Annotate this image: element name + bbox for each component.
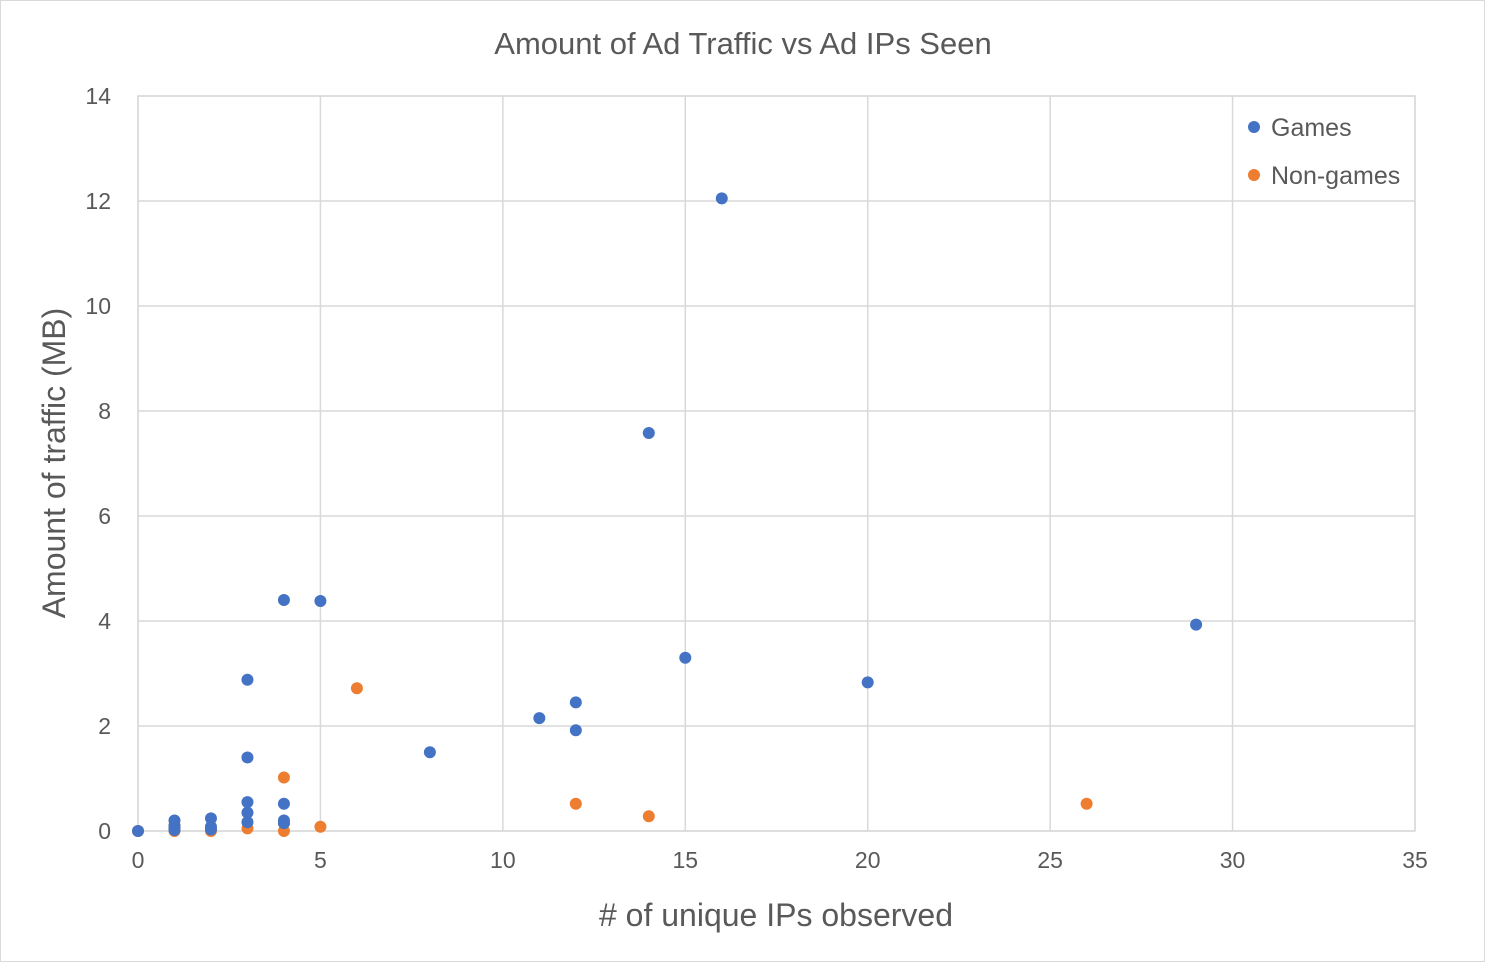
x-tick-label: 15 [672, 847, 698, 873]
chart-title: Amount of Ad Traffic vs Ad IPs Seen [494, 26, 991, 61]
y-tick-label: 2 [98, 713, 111, 739]
data-point [1080, 797, 1093, 810]
data-point [241, 796, 254, 809]
data-point [715, 192, 728, 205]
y-tick-label: 12 [85, 188, 111, 214]
series-games [132, 192, 1203, 837]
data-point [314, 820, 327, 833]
plot-area-border [137, 95, 1416, 832]
data-point [204, 823, 217, 836]
legend: Games Non-games [1248, 114, 1400, 190]
data-point [569, 797, 582, 810]
data-point [423, 746, 436, 759]
data-point [132, 825, 144, 837]
data-point [241, 673, 254, 686]
y-axis-title: Amount of traffic (MB) [36, 308, 72, 619]
data-point [277, 771, 290, 784]
series-non-games [132, 682, 1093, 837]
gridlines [137, 95, 1416, 832]
data-point [350, 682, 363, 695]
x-tick-label: 35 [1402, 847, 1428, 873]
data-point [277, 594, 290, 606]
y-tick-label: 10 [85, 293, 111, 319]
x-tick-label: 20 [855, 847, 881, 873]
y-tick-label: 8 [98, 398, 111, 424]
data-point [168, 823, 181, 836]
x-tick-label: 25 [1037, 847, 1063, 873]
x-tick-label: 10 [490, 847, 516, 873]
legend-label: Non-games [1271, 162, 1400, 190]
y-tick-label: 4 [98, 608, 111, 634]
data-point [204, 812, 217, 825]
data-point [241, 806, 254, 819]
data-point [569, 696, 582, 709]
x-tick-label: 5 [314, 847, 327, 873]
x-axis-title: # of unique IPs observed [599, 897, 953, 933]
data-points [132, 192, 1203, 837]
data-point [642, 427, 655, 440]
axis-tick-labels: 0 5 10 15 20 25 30 35 0 2 4 6 8 10 12 14 [85, 83, 1427, 873]
x-tick-label: 30 [1220, 847, 1246, 873]
data-point [569, 724, 582, 737]
data-point [1190, 618, 1203, 631]
data-point [241, 751, 254, 764]
data-point [241, 816, 254, 829]
legend-marker [1248, 169, 1260, 181]
data-point [314, 595, 327, 608]
legend-label: Games [1271, 114, 1352, 142]
y-tick-label: 6 [98, 503, 111, 529]
data-point [679, 651, 692, 664]
x-tick-label: 0 [132, 847, 145, 873]
data-point [642, 810, 655, 823]
y-tick-label: 0 [98, 818, 111, 844]
data-point [533, 712, 546, 725]
legend-marker [1248, 121, 1260, 133]
data-point [277, 797, 290, 810]
data-point [277, 817, 290, 830]
y-tick-label: 14 [85, 83, 111, 109]
data-point [861, 676, 874, 689]
